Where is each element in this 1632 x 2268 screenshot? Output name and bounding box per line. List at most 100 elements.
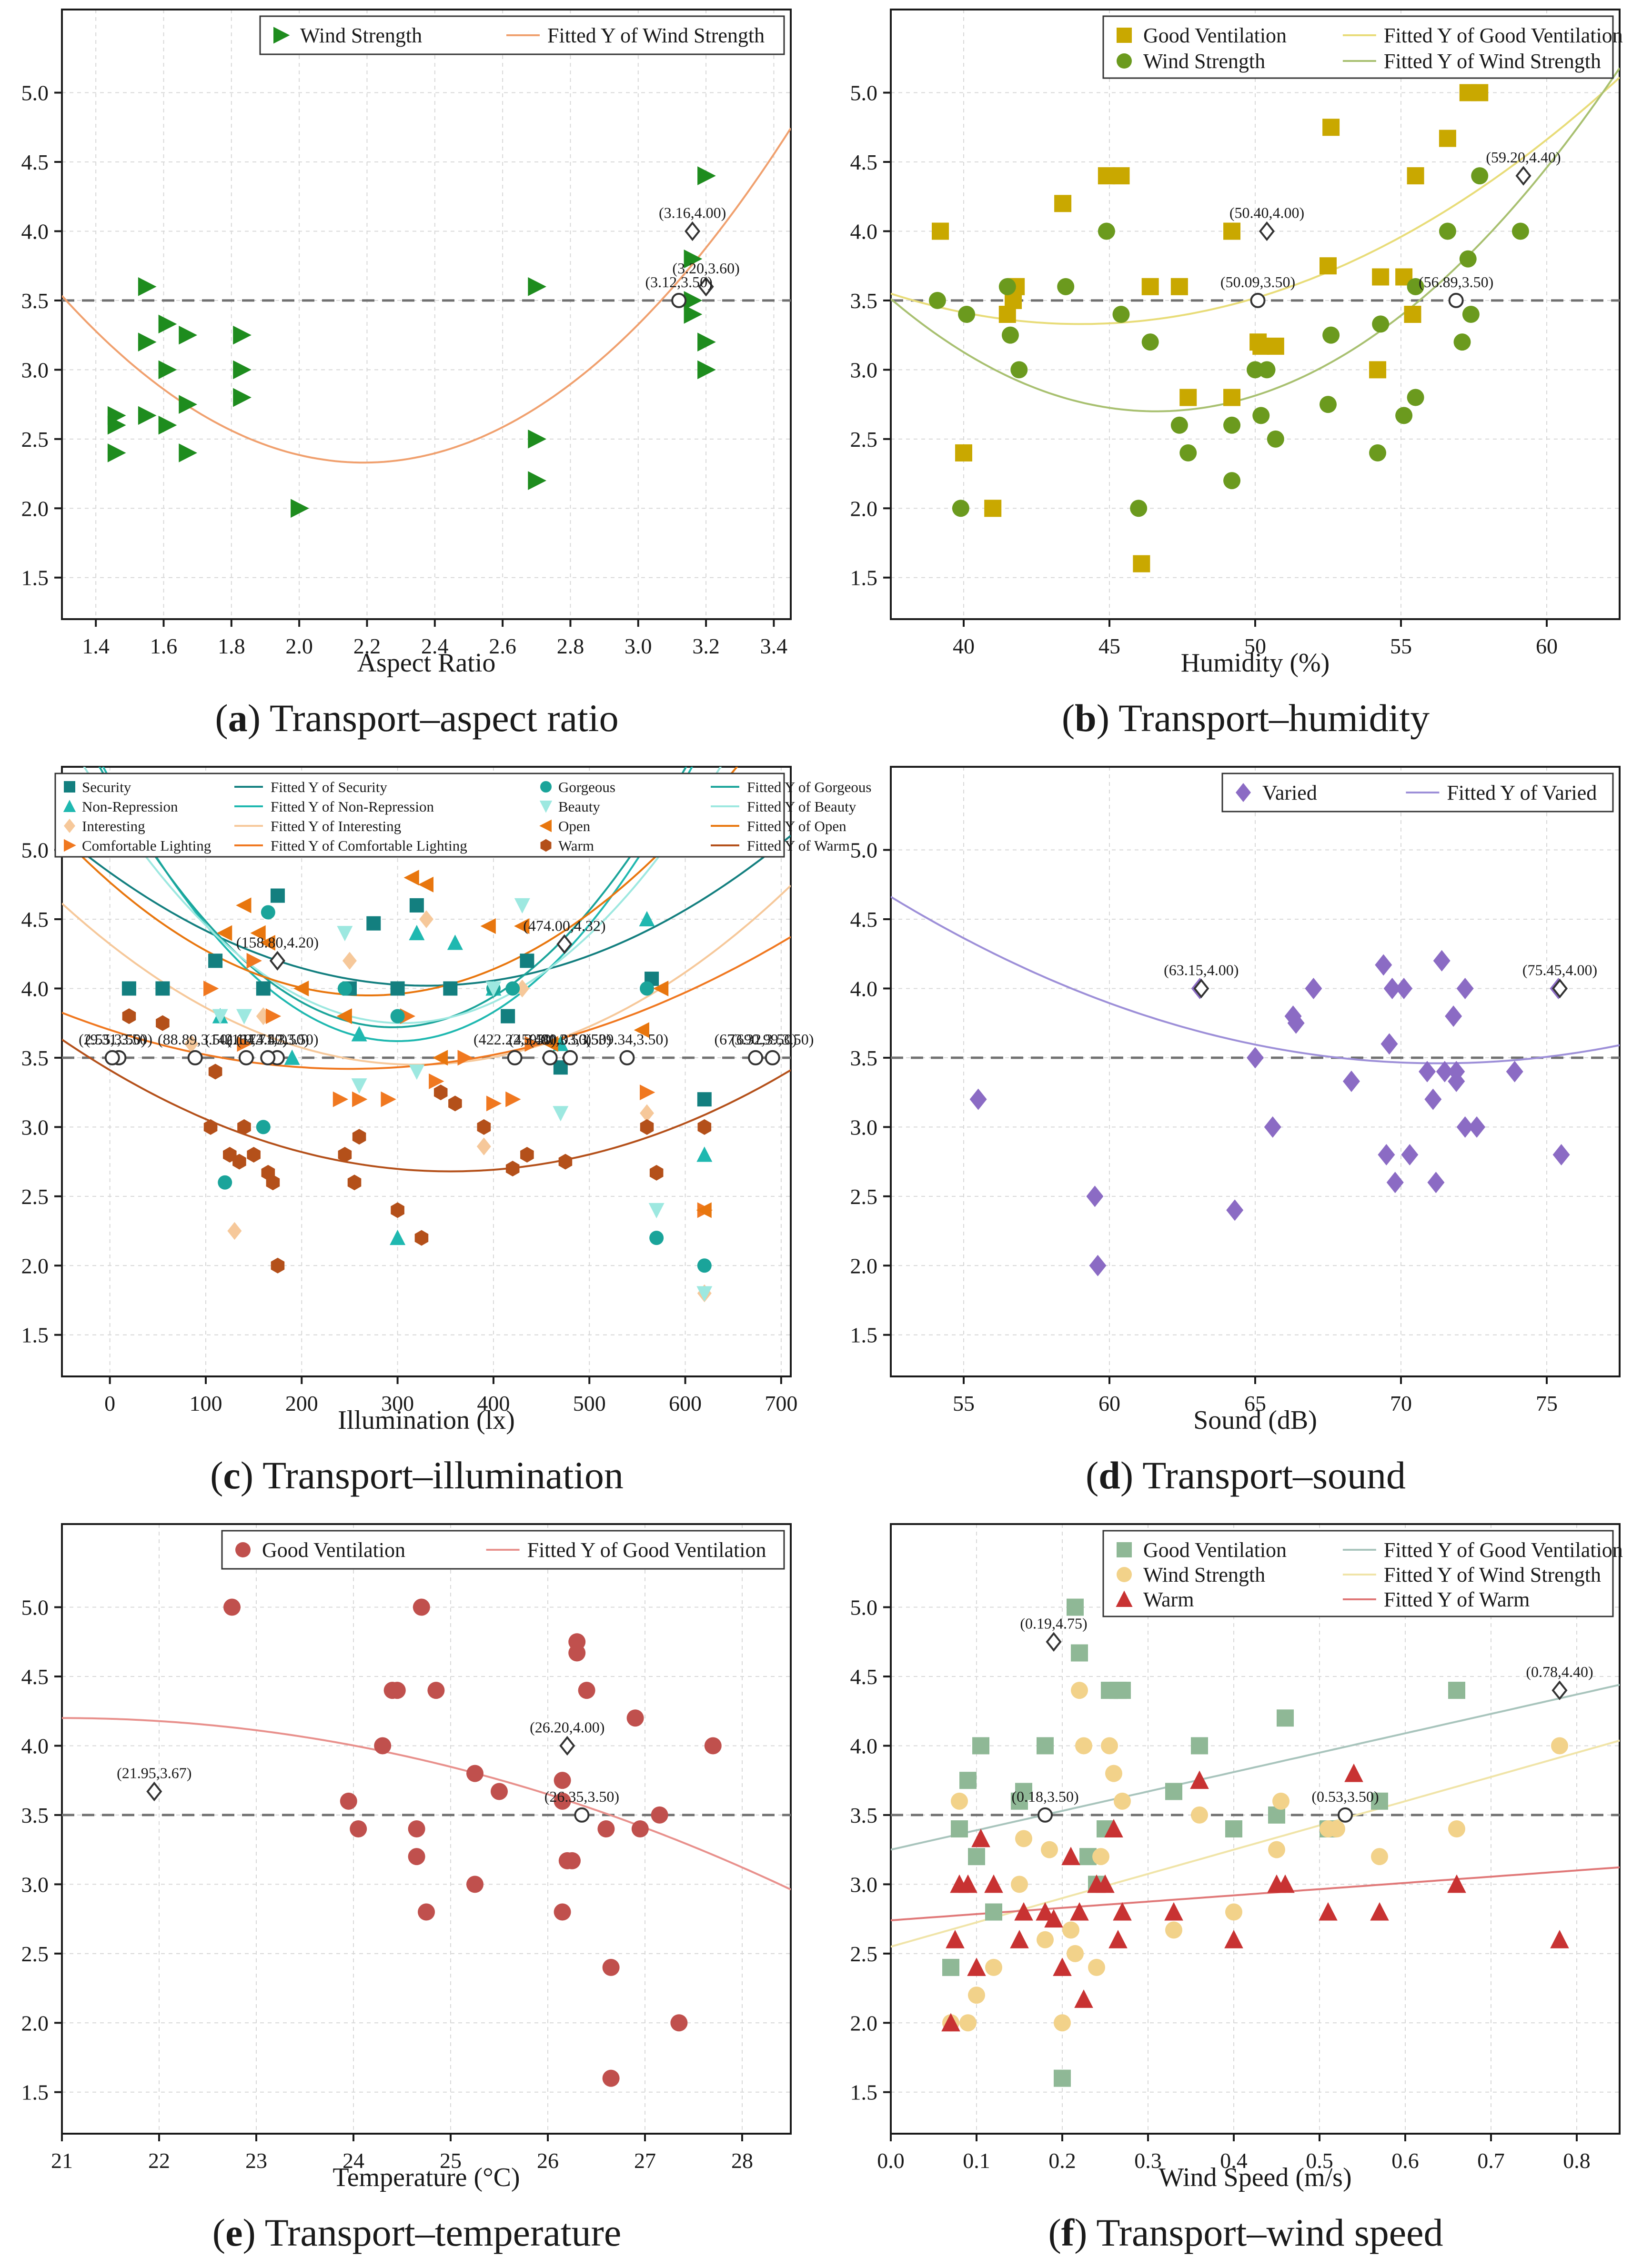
data-point [1223, 472, 1241, 490]
data-point [1225, 1820, 1242, 1837]
data-point [1054, 2014, 1071, 2032]
x-tick-label: 0.5 [1306, 2148, 1333, 2173]
plot-frame [61, 766, 792, 1377]
panel-caption: (b) Transport–humidity [1062, 696, 1430, 740]
caption-paren-close: ) [1074, 2211, 1087, 2254]
data-point [443, 981, 458, 996]
data-point [433, 1084, 448, 1101]
legend-fit-label: Fitted Y of Warm [1384, 1588, 1530, 1611]
data-point [1223, 416, 1241, 434]
y-tick-label: 2.5 [850, 1942, 878, 1966]
legend-fit-label: Fitted Y of Interesting [271, 818, 401, 834]
data-point [942, 1958, 959, 1976]
data-point [704, 1737, 722, 1755]
data-point [1037, 1931, 1054, 1948]
data-point [543, 1036, 558, 1052]
annotation-marker [698, 277, 714, 297]
data-point [626, 1709, 644, 1727]
data-point [1067, 1598, 1084, 1616]
data-point [250, 925, 266, 941]
data-point [1086, 1185, 1104, 1207]
caption-text: Transport–aspect ratio [261, 696, 619, 740]
data-point [959, 2014, 977, 2032]
data-point [261, 905, 275, 920]
legend-label: Open [558, 818, 591, 834]
y-tick-label: 2.0 [850, 2011, 878, 2035]
x-tick-label: 26 [537, 2148, 559, 2173]
legend-marker [1117, 28, 1132, 43]
data-point [1096, 1874, 1115, 1893]
data-point [505, 1091, 521, 1107]
data-point [946, 1930, 965, 1948]
data-point [578, 1682, 595, 1699]
data-point [1075, 1737, 1092, 1755]
legend-marker [64, 819, 75, 833]
data-point [1322, 119, 1340, 136]
data-point [1407, 167, 1424, 185]
x-tick-label: 50 [1244, 634, 1266, 658]
data-point [247, 1147, 261, 1163]
fit-line-warm [62, 1039, 791, 1173]
annotation-label: (88.89,3.50) [158, 1031, 232, 1048]
data-point [233, 360, 252, 380]
data-point [390, 981, 405, 996]
data-point [419, 910, 433, 928]
data-point [1551, 1737, 1568, 1755]
annotation-marker [563, 1050, 578, 1065]
data-point [1114, 1682, 1131, 1699]
data-point [1105, 1765, 1122, 1782]
y-tick-label: 1.5 [850, 566, 878, 590]
plot-frame [61, 1523, 792, 2135]
x-tick-label: 45 [1098, 634, 1120, 658]
data-point [1395, 977, 1413, 999]
data-point [696, 1202, 712, 1218]
data-point [270, 888, 285, 903]
legend-marker [539, 819, 552, 833]
data-point [232, 1154, 246, 1170]
data-point [640, 1104, 655, 1123]
y-tick-label: 3.0 [21, 1115, 49, 1139]
y-tick-label: 4.5 [21, 150, 49, 174]
data-point [107, 415, 126, 435]
data-point [554, 1903, 571, 1921]
legend-box [221, 1530, 785, 1570]
data-point [958, 306, 976, 323]
data-point [528, 471, 546, 490]
x-tick-label: 0 [104, 1391, 115, 1415]
data-point [1191, 1737, 1208, 1755]
data-point [955, 444, 972, 462]
fit-line-warm [891, 1866, 1620, 1921]
data-point [203, 1119, 218, 1135]
data-point [1165, 1783, 1182, 1800]
data-point [520, 1147, 534, 1163]
y-tick-label: 5.0 [21, 1596, 49, 1620]
data-point [347, 1174, 362, 1191]
annotation-marker [1250, 292, 1266, 308]
legend-label: Good Ventilation [1143, 1538, 1287, 1562]
annotation-marker [1515, 166, 1531, 186]
data-point [1427, 1172, 1445, 1194]
x-tick-label: 700 [765, 1391, 797, 1415]
legend-fit-label: Fitted Y of Security [271, 779, 387, 795]
y-tick-label: 3.5 [21, 1046, 49, 1070]
data-point [1010, 1930, 1029, 1948]
y-tick-label: 3.0 [850, 1872, 878, 1897]
data-point [631, 1820, 649, 1837]
x-axis-title: Sound (dB) [1193, 1405, 1317, 1435]
data-point [1395, 407, 1413, 424]
data-point [1165, 1921, 1182, 1939]
data-point [1506, 1061, 1523, 1083]
data-point [338, 1147, 352, 1163]
annotation-label: (3.16,4.00) [659, 204, 726, 221]
data-point [1108, 1930, 1128, 1948]
data-point [1015, 1830, 1032, 1847]
annotation-label: (422.22,3.50) [473, 1031, 556, 1048]
legend-fit-label: Fitted Y of Good Ventilation [1384, 1538, 1623, 1562]
data-point [1114, 1792, 1131, 1810]
data-point [336, 1008, 352, 1024]
y-tick-label: 4.0 [850, 219, 878, 243]
y-tick-label: 1.5 [21, 566, 49, 590]
x-tick-label: 25 [440, 2148, 462, 2173]
chart-panel-c: 0 100 200 300 400 500 600 700 1.5 2.0 2.5 3.0 3.5 4.0… [21, 766, 871, 1497]
data-point [1456, 977, 1474, 999]
